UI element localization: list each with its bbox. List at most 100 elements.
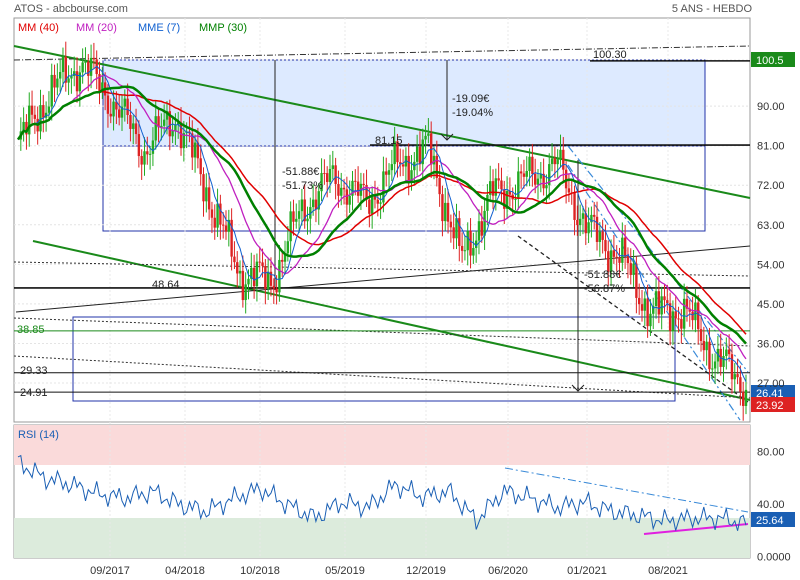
label-level-29: 29.33 (20, 365, 48, 377)
candle-body (663, 296, 666, 301)
candle-body (567, 188, 571, 193)
candle-body (438, 177, 441, 195)
candle-body (733, 374, 736, 380)
candle-body (660, 296, 663, 315)
candle-body (612, 250, 616, 257)
candle-body (233, 256, 236, 263)
candle-body (474, 240, 478, 249)
candle-body (576, 219, 579, 226)
candle-body (362, 183, 365, 186)
tag-low-price-bg (751, 397, 795, 412)
candle-body (303, 199, 306, 222)
candle-body (637, 297, 641, 305)
candle-body (33, 114, 37, 119)
candle-body (168, 111, 171, 137)
label-drop3-eur: -51.88€ (584, 269, 621, 281)
candle-body (677, 318, 680, 320)
candle-body (115, 101, 118, 110)
candle-body (221, 224, 225, 226)
candle-body (140, 156, 143, 165)
candle-body (278, 259, 281, 293)
candle-body (92, 57, 96, 60)
label-rsi: RSI (14) (18, 429, 59, 441)
x-tick-label: 05/2019 (325, 565, 365, 577)
candle-body (25, 121, 28, 135)
blue-channel-1 (567, 145, 749, 373)
candle-body (505, 191, 509, 209)
tag-100: 100.5 (756, 55, 784, 67)
tag-low-price: 23.92 (756, 400, 784, 412)
candle-body (373, 195, 377, 200)
candle-body (668, 303, 672, 331)
candle-body (202, 174, 205, 202)
candle-body (699, 329, 703, 341)
candle-body (137, 134, 141, 157)
candle-body (615, 256, 618, 258)
candle-body (463, 250, 467, 252)
candle-body (261, 262, 264, 266)
candle-body (452, 227, 455, 239)
candle-body (129, 115, 132, 129)
candle-body (449, 221, 453, 228)
candle-body (213, 217, 216, 228)
y-tick-label: 63.00 (757, 220, 785, 232)
candle-body (64, 56, 67, 83)
candle-body (143, 151, 146, 165)
candle-body (236, 262, 239, 274)
label-drop1-pct: -19.04% (452, 107, 493, 119)
tag-last-price-bg (751, 385, 795, 400)
candle-body (741, 391, 745, 406)
candle-body (297, 211, 301, 219)
candle-body (325, 173, 329, 182)
candle-body (640, 304, 644, 311)
candle-body (98, 74, 101, 92)
candle-body (486, 194, 489, 211)
candle-body (382, 171, 385, 203)
candle-body (227, 219, 231, 232)
candle-body (292, 211, 295, 222)
ma40-line (17, 91, 747, 335)
rsi-trend-pink (643, 523, 749, 535)
candle-body (536, 178, 540, 185)
candle-body (533, 173, 537, 185)
candle-body (134, 123, 138, 135)
candle-body (205, 187, 208, 202)
dotted-line-3 (13, 355, 751, 399)
candle-body (126, 98, 129, 116)
dashed-decline (517, 235, 749, 403)
candle-body (508, 191, 512, 195)
label-drop3-pct: -56.87% (584, 283, 625, 295)
candle-body (418, 146, 422, 165)
candle-body (722, 356, 725, 367)
candle-body (154, 116, 157, 141)
legend-mme7: MME (7) (138, 22, 181, 34)
candle-body (50, 74, 53, 107)
candle-body (483, 210, 486, 236)
candle-body (609, 250, 613, 272)
candle-body (562, 149, 565, 170)
candle-body (497, 178, 500, 181)
candle-body (196, 142, 200, 159)
candle-body (458, 218, 461, 246)
candle-body (697, 302, 700, 330)
y-tick-label: 27.00 (757, 378, 785, 390)
candle-body (157, 116, 160, 128)
candle-body (179, 122, 183, 149)
candle-body (219, 203, 222, 225)
trendlines (13, 45, 751, 535)
chart-title: ATOS - abcbourse.com (14, 3, 128, 15)
candle-body (70, 76, 73, 79)
candle-body (519, 171, 523, 174)
candle-body (365, 185, 368, 200)
candle-body (564, 169, 568, 189)
candle-body (275, 288, 278, 293)
candle-body (56, 78, 59, 88)
rsi-y-tick-label: 80.00 (757, 446, 785, 458)
candle-body (258, 261, 261, 263)
candle-body (410, 170, 413, 183)
candle-body (370, 195, 374, 214)
arrow-head-1 (440, 133, 454, 141)
candle-body (306, 218, 309, 222)
candle-body (230, 219, 233, 257)
